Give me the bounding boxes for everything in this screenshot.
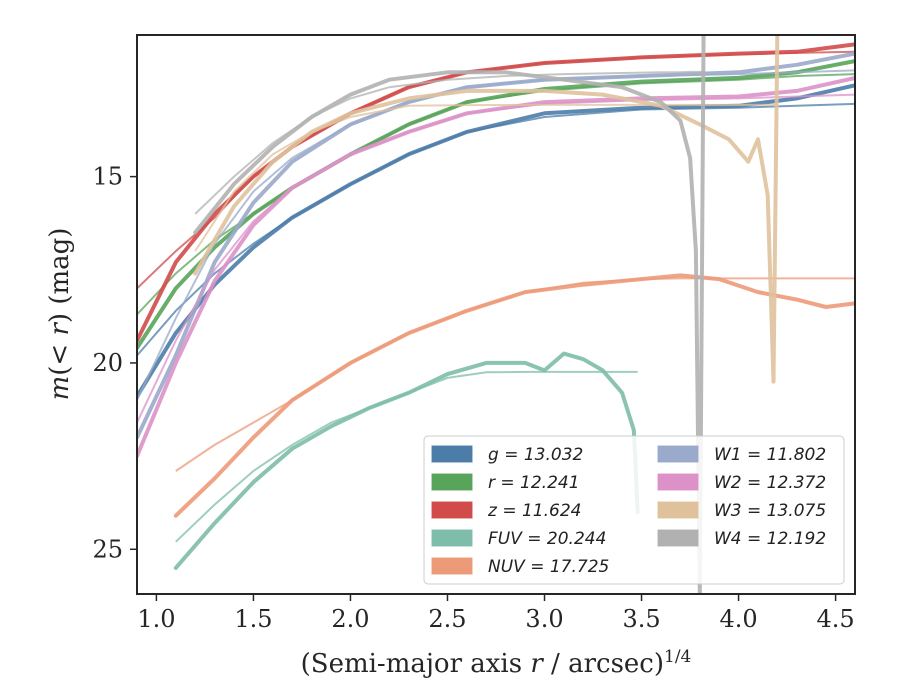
series-nuv-line bbox=[173, 273, 855, 518]
x-tick-label: 1.0 bbox=[137, 605, 175, 633]
series-fuv-model-line bbox=[175, 370, 638, 543]
legend-swatch bbox=[657, 473, 699, 491]
legend-swatch bbox=[657, 445, 699, 463]
series-fuv-line bbox=[173, 351, 640, 570]
series-z-line bbox=[137, 42, 855, 343]
series-layer bbox=[137, 35, 855, 594]
legend-swatch bbox=[431, 529, 473, 547]
series-w2-model-line bbox=[137, 93, 855, 424]
series-w3-line bbox=[193, 35, 780, 384]
ticks-layer: 1.0 1.5 2.0 2.5 3.0 3.5 4.0 4.5 15 20 25 bbox=[92, 163, 854, 633]
x-tick-label: 3.0 bbox=[525, 605, 563, 633]
series-r-line bbox=[137, 59, 855, 350]
legend: g = 13.032 r = 12.241 z = 11.624 FUV = 20.2… bbox=[423, 435, 845, 585]
legend-label: z = 11.624 bbox=[487, 501, 581, 521]
legend-label: r = 12.241 bbox=[488, 473, 580, 493]
x-axis-label: (Semi-major axis r / arcsec)1/4 bbox=[301, 647, 692, 679]
legend-swatch bbox=[657, 501, 699, 519]
x-tick-label: 2.5 bbox=[428, 605, 466, 633]
y-tick-label: 15 bbox=[92, 163, 123, 191]
legend-box bbox=[423, 435, 845, 585]
series-w4-line bbox=[193, 35, 706, 594]
legend-label: FUV = 20.244 bbox=[488, 529, 606, 549]
series-w1-line bbox=[137, 51, 855, 440]
x-tick-label: 4.5 bbox=[817, 605, 855, 633]
x-tick-label: 2.0 bbox=[331, 605, 369, 633]
legend-swatch bbox=[431, 557, 473, 575]
x-tick-label: 3.5 bbox=[622, 605, 660, 633]
legend-label: W1 = 11.802 bbox=[714, 445, 826, 465]
series-z-model-line bbox=[137, 50, 855, 290]
x-tick-label: 4.0 bbox=[719, 605, 757, 633]
plot-frame bbox=[136, 34, 856, 595]
legend-swatch bbox=[431, 445, 473, 463]
legend-label: W2 = 12.372 bbox=[714, 473, 826, 493]
series-g-model-line bbox=[137, 102, 855, 357]
legend-items: g = 13.032 r = 12.241 z = 11.624 FUV = 20.2… bbox=[431, 445, 826, 577]
y-tick-label: 25 bbox=[92, 535, 123, 563]
y-tick-label: 20 bbox=[92, 349, 123, 377]
legend-label: g = 13.032 bbox=[488, 445, 583, 465]
legend-label: W3 = 13.075 bbox=[714, 501, 826, 521]
legend-label: NUV = 17.725 bbox=[488, 557, 609, 577]
x-tick-label: 1.5 bbox=[234, 605, 272, 633]
series-w2-line bbox=[137, 75, 855, 459]
legend-swatch bbox=[431, 473, 473, 491]
legend-label: W4 = 12.192 bbox=[714, 529, 826, 549]
legend-swatch bbox=[431, 501, 473, 519]
legend-swatch bbox=[657, 529, 699, 547]
y-axis-label: m(< r) (mag) bbox=[45, 228, 75, 401]
